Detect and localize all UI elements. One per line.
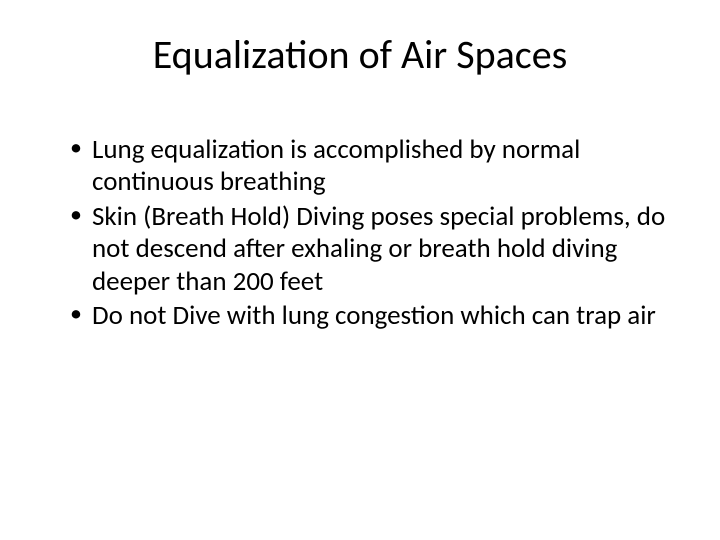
bullet-item: Do not Dive with lung congestion which c…: [70, 300, 670, 332]
bullet-item: Lung equalization is accomplished by nor…: [70, 134, 670, 199]
slide-title: Equalization of Air Spaces: [50, 30, 670, 79]
slide-container: Equalization of Air Spaces Lung equaliza…: [0, 0, 720, 540]
bullet-list: Lung equalization is accomplished by nor…: [50, 134, 670, 332]
bullet-item: Skin (Breath Hold) Diving poses special …: [70, 201, 670, 298]
